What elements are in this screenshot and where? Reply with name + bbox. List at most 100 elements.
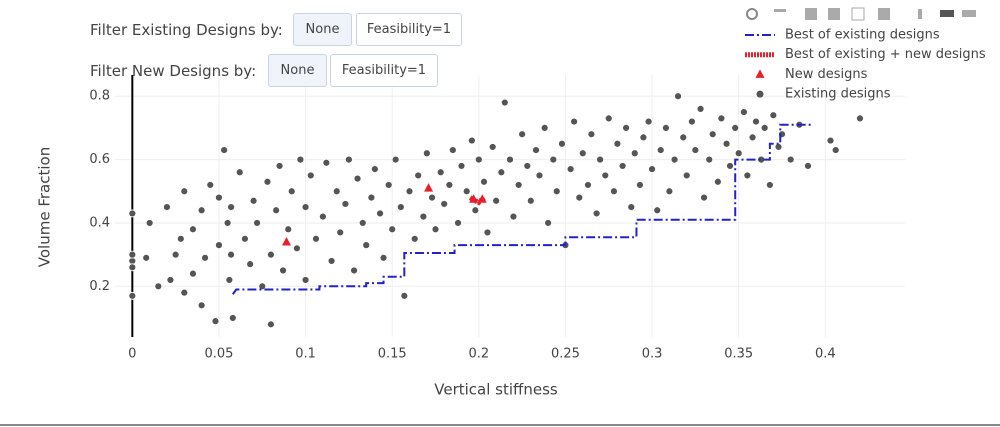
point — [726, 162, 734, 170]
point — [469, 194, 479, 203]
point — [171, 250, 180, 259]
point — [713, 177, 722, 186]
autoscale-icon[interactable] — [851, 7, 865, 21]
point — [696, 104, 705, 113]
point — [477, 194, 487, 203]
point — [396, 203, 405, 212]
y-tick-label: 0.4 — [89, 215, 110, 230]
y-tick-label: 0.6 — [89, 152, 110, 167]
filter-button[interactable]: Feasibility=1 — [356, 13, 462, 46]
point — [249, 196, 258, 205]
point — [467, 136, 476, 145]
point — [604, 114, 613, 123]
point — [679, 133, 688, 142]
point — [578, 149, 587, 158]
zoom-out-icon[interactable] — [828, 8, 840, 20]
point — [227, 250, 235, 259]
modebar — [746, 7, 976, 21]
point — [376, 209, 384, 218]
point — [540, 124, 549, 132]
x-tick-label: 0.25 — [551, 347, 580, 362]
legend-label: Best of existing + new designs — [785, 47, 986, 62]
point — [688, 117, 696, 126]
point — [826, 136, 835, 145]
filter-button[interactable]: Feasibility=1 — [330, 54, 438, 87]
point — [282, 236, 292, 246]
y-tick-label: 0.8 — [89, 89, 110, 104]
point — [223, 219, 232, 227]
legend-label: New designs — [785, 67, 868, 82]
point — [258, 282, 267, 291]
x-tick-label: 0.4 — [815, 347, 836, 362]
point — [630, 149, 639, 158]
point — [189, 269, 197, 278]
point — [284, 225, 293, 234]
point — [253, 219, 261, 227]
point — [215, 193, 223, 202]
point — [358, 219, 367, 227]
point — [856, 114, 864, 123]
point — [362, 241, 371, 250]
point — [215, 241, 223, 250]
hover-icon[interactable] — [940, 10, 954, 17]
point — [739, 108, 748, 116]
x-axis-title: Vertical stiffness — [434, 381, 558, 399]
legend-label: Existing designs — [785, 87, 891, 102]
point — [388, 225, 397, 234]
point — [648, 165, 656, 173]
point — [128, 263, 137, 272]
point — [752, 117, 760, 126]
point — [318, 212, 327, 221]
point — [722, 139, 731, 148]
point — [639, 133, 648, 142]
point — [327, 257, 336, 265]
point — [370, 165, 379, 173]
point — [235, 168, 244, 177]
x-tick-label: 0.3 — [642, 347, 663, 362]
point — [804, 162, 812, 170]
point — [471, 206, 480, 215]
zoom-in-icon[interactable] — [805, 8, 817, 20]
x-tick-label: 0.05 — [204, 347, 233, 362]
x-tick-label: 0.1 — [295, 347, 316, 362]
spike-icon[interactable] — [918, 9, 922, 19]
point — [197, 206, 206, 215]
point — [662, 124, 670, 132]
point — [506, 155, 514, 164]
point — [180, 187, 189, 196]
point — [405, 187, 414, 196]
point — [786, 155, 795, 164]
filter-button[interactable]: None — [268, 54, 327, 87]
pan-icon[interactable] — [774, 9, 786, 12]
x-tick-label: 0.35 — [724, 347, 753, 362]
point — [656, 146, 665, 154]
x-tick-label: 0.15 — [378, 347, 407, 362]
point — [180, 288, 189, 297]
point — [462, 187, 471, 196]
point — [497, 168, 506, 177]
point — [145, 219, 154, 227]
point — [322, 158, 331, 167]
point — [691, 146, 700, 154]
point — [610, 187, 618, 196]
point — [575, 193, 584, 202]
point — [344, 155, 353, 164]
home-icon[interactable] — [878, 8, 890, 20]
point — [287, 187, 296, 196]
point — [142, 253, 151, 262]
point — [367, 193, 376, 202]
point — [549, 155, 558, 164]
point — [627, 203, 636, 212]
point — [552, 187, 561, 196]
compare-icon[interactable] — [962, 10, 976, 17]
legend-swatch — [755, 69, 765, 78]
zoom-icon[interactable] — [746, 8, 758, 20]
point — [410, 234, 419, 243]
filter-button[interactable]: None — [293, 13, 352, 46]
point — [128, 250, 137, 259]
point — [526, 196, 535, 205]
point — [831, 146, 840, 154]
x-tick-label: 0.2 — [468, 347, 489, 362]
point — [128, 291, 137, 300]
